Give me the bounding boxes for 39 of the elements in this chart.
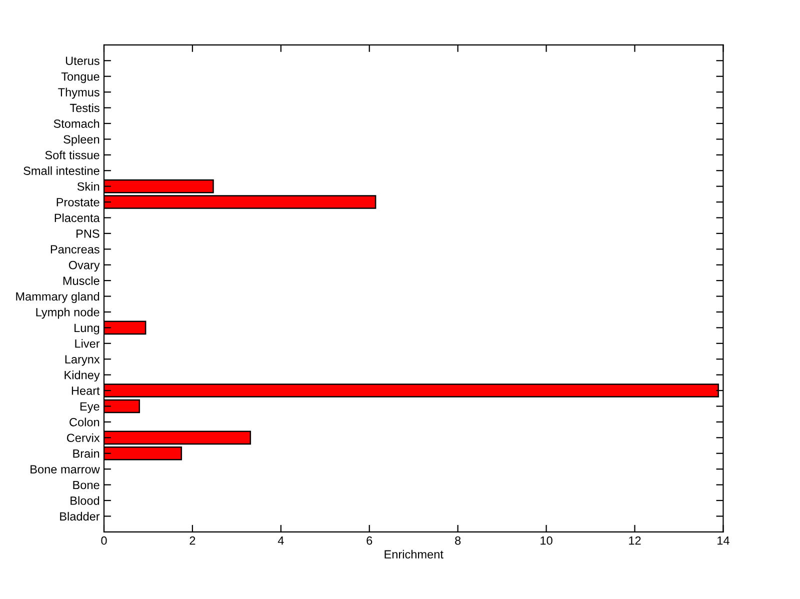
y-tick-label: Mammary gland: [16, 292, 100, 303]
x-tick-label: 10: [540, 536, 552, 545]
y-tick-label: Stomach: [54, 119, 100, 128]
y-tick-label: Kidney: [64, 370, 100, 382]
y-tick-label: Skin: [77, 182, 100, 191]
y-tick-label: Soft tissue: [45, 150, 100, 160]
y-tick-label: PNS: [76, 229, 100, 238]
y-tick-label: Muscle: [63, 276, 100, 285]
y-tick-label: Cervix: [66, 433, 100, 442]
y-tick-label: Placenta: [54, 213, 100, 222]
y-tick-label: Blood: [70, 496, 100, 505]
y-tick-label: Bone: [73, 480, 100, 490]
y-tick-label: Liver: [75, 339, 100, 348]
y-tick-label: Eye: [80, 402, 100, 413]
y-tick-label: Bone marrow: [30, 465, 100, 474]
y-tick-label: Spleen: [64, 134, 100, 146]
x-tick-label: 8: [455, 536, 461, 545]
x-tick-label: 2: [190, 536, 196, 545]
y-tick-label: Small intestine: [24, 166, 100, 175]
y-tick-label: Testis: [70, 103, 100, 112]
y-tick-label: Ovary: [68, 260, 100, 272]
y-tick-label: Lung: [74, 324, 100, 334]
y-tick-label: Thymus: [58, 88, 100, 99]
y-tick-label: Brain: [73, 449, 100, 458]
x-tick-label: 12: [629, 536, 641, 545]
x-axis-title: Enrichment: [384, 550, 444, 559]
x-tick-label: 6: [366, 536, 372, 545]
y-tick-label: Uterus: [66, 56, 100, 66]
x-tick-label: 0: [101, 536, 107, 545]
y-tick-label: Pancreas: [50, 245, 100, 254]
y-tick-label: Larynx: [65, 355, 100, 366]
y-tick-label: Heart: [72, 386, 100, 395]
x-tick-label: 14: [718, 536, 730, 545]
y-tick-label: Colon: [70, 418, 100, 426]
y-tick-label: Tongue: [61, 72, 100, 84]
y-tick-label: Lymph node: [36, 308, 100, 319]
y-tick-label: Bladder: [60, 512, 100, 521]
x-tick-label: 4: [278, 536, 284, 545]
y-tick-label: Prostate: [56, 198, 100, 206]
